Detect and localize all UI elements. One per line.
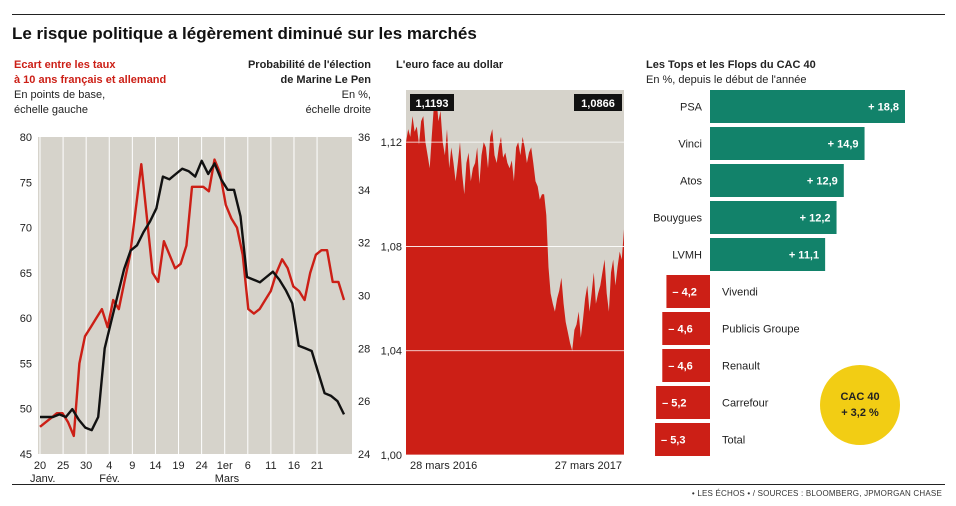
chart1-x-tick-label: 4 bbox=[106, 460, 112, 472]
cac40-bar-value: – 4,6 bbox=[668, 361, 692, 373]
top-rule bbox=[12, 14, 945, 15]
chart1-x-tick-label: 25 bbox=[57, 460, 69, 472]
chart1-left-tick-label: 60 bbox=[20, 313, 32, 325]
chart1-left-tick-label: 50 bbox=[20, 404, 32, 416]
chart1-x-tick-label: 24 bbox=[195, 460, 207, 472]
chart1-right-tick-label: 26 bbox=[358, 396, 370, 408]
lepen-title-line2: de Marine Le Pen bbox=[280, 74, 371, 86]
page-title: Le risque politique a légèrement diminué… bbox=[12, 24, 477, 43]
chart1-x-tick-label: 9 bbox=[129, 460, 135, 472]
cac40-bar-category: LVMH bbox=[672, 250, 702, 262]
cac40-bar-value: – 5,3 bbox=[661, 435, 685, 447]
chart1-right-tick-label: 30 bbox=[358, 291, 370, 303]
cac40-flop-bar bbox=[666, 275, 710, 308]
chart1-x-tick-label: 6 bbox=[245, 460, 251, 472]
cac40-bar-category: Vinci bbox=[678, 139, 702, 151]
chart1-x-tick-label: 20 bbox=[34, 460, 46, 472]
cac40-subtitle: En %, depuis le début de l'année bbox=[646, 74, 807, 86]
chart1-right-tick-label: 34 bbox=[358, 185, 370, 197]
chart1-x-tick-label: 14 bbox=[149, 460, 161, 472]
chart1-left-tick-label: 55 bbox=[20, 358, 32, 370]
spread-subtitle-line2: échelle gauche bbox=[14, 104, 89, 116]
cac40-top-bar bbox=[710, 201, 837, 234]
spread-subtitle-line1: En points de base, bbox=[14, 89, 106, 101]
chart1-left-tick-label: 65 bbox=[20, 268, 32, 280]
spread-title-line1: Ecart entre les taux bbox=[14, 59, 116, 71]
chart1-left-tick-label: 45 bbox=[20, 449, 32, 461]
cac40-bar-category: Atos bbox=[680, 176, 703, 188]
chart2-y-tick-label: 1,04 bbox=[381, 346, 402, 358]
cac40-bar-category: Renault bbox=[722, 361, 760, 373]
cac40-flop-bar bbox=[656, 386, 710, 419]
chart1-x-tick-label: 30 bbox=[80, 460, 92, 472]
bottom-rule bbox=[12, 484, 945, 485]
cac40-top-bar bbox=[710, 238, 826, 271]
chart1-right-tick-label: 24 bbox=[358, 449, 370, 461]
cac40-top-bar bbox=[710, 127, 865, 160]
cac40-bar-value: + 14,9 bbox=[828, 139, 859, 151]
cac40-bar-value: – 4,2 bbox=[672, 287, 696, 299]
cac40-bar-category: Carrefour bbox=[722, 398, 769, 410]
chart1-left-tick-label: 70 bbox=[20, 223, 32, 235]
cac40-bar-value: – 5,2 bbox=[662, 398, 686, 410]
lepen-title-line1: Probabilité de l'élection bbox=[247, 59, 371, 71]
chart1-right-tick-label: 36 bbox=[358, 132, 370, 144]
cac40-bar-value: + 18,8 bbox=[868, 102, 899, 114]
euro-start-value: 1,1193 bbox=[415, 98, 448, 110]
spread-title-line2: à 10 ans français et allemand bbox=[14, 74, 167, 86]
cac40-bar-category: Bouygues bbox=[653, 213, 702, 225]
chart2-plot-background bbox=[406, 90, 624, 455]
chart2-x-start-label: 28 mars 2016 bbox=[410, 460, 477, 472]
euro-end-value: 1,0866 bbox=[581, 98, 615, 110]
chart2-y-tick-label: 1,00 bbox=[381, 450, 402, 462]
source-note: • LES ÉCHOS • / SOURCES : BLOOMBERG, JPM… bbox=[691, 489, 942, 498]
chart2-y-tick-label: 1,12 bbox=[381, 137, 402, 149]
euro-start-value-badge bbox=[410, 94, 454, 111]
chart1-left-tick-label: 75 bbox=[20, 177, 32, 189]
cac40-top-bar bbox=[710, 164, 844, 197]
cac40-bar-category: Vivendi bbox=[722, 287, 758, 299]
cac40-flop-bar bbox=[662, 312, 710, 345]
chart1-x-tick-label: 1er bbox=[217, 460, 233, 472]
lepen-subtitle-line2: échelle droite bbox=[305, 104, 371, 116]
cac40-bar-category: Total bbox=[722, 435, 745, 447]
chart2-x-end-label: 27 mars 2017 bbox=[555, 460, 622, 472]
spread-series-line bbox=[39, 158, 346, 438]
cac40-bar-value: – 4,6 bbox=[668, 324, 692, 336]
euro-dollar-area bbox=[406, 95, 624, 455]
cac40-bar-value: + 11,1 bbox=[789, 250, 819, 262]
chart1-x-tick-label: 16 bbox=[288, 460, 300, 472]
cac40-flop-bar bbox=[655, 423, 710, 456]
cac40-index-badge bbox=[820, 365, 900, 445]
chart1-plot-background bbox=[38, 137, 352, 454]
euro-end-value-badge bbox=[574, 94, 622, 111]
cac40-top-bar bbox=[710, 90, 905, 123]
cac40-flop-bar bbox=[662, 349, 710, 382]
chart2-y-tick-label: 1,08 bbox=[381, 241, 402, 253]
chart1-x-tick-label: 11 bbox=[265, 460, 276, 472]
chart1-right-tick-label: 32 bbox=[358, 238, 370, 250]
chart1-right-tick-label: 28 bbox=[358, 343, 370, 355]
chart1-x-tick-label: 19 bbox=[172, 460, 184, 472]
lepen-subtitle-line1: En %, bbox=[341, 89, 371, 101]
chart1-x-tick-label: 21 bbox=[311, 460, 323, 472]
cac40-bar-category: Publicis Groupe bbox=[722, 324, 800, 336]
euro-chart-title: L'euro face au dollar bbox=[396, 59, 504, 71]
cac40-bar-value: + 12,2 bbox=[800, 213, 831, 225]
cac40-bar-category: PSA bbox=[680, 102, 703, 114]
lepen-probability-series-line bbox=[40, 159, 346, 432]
cac40-bar-value: + 12,9 bbox=[807, 176, 838, 188]
cac40-title: Les Tops et les Flops du CAC 40 bbox=[646, 59, 816, 71]
chart1-left-tick-label: 80 bbox=[20, 132, 32, 144]
cac40-index-name: CAC 40 bbox=[840, 391, 879, 403]
cac40-index-value: + 3,2 % bbox=[841, 407, 879, 419]
